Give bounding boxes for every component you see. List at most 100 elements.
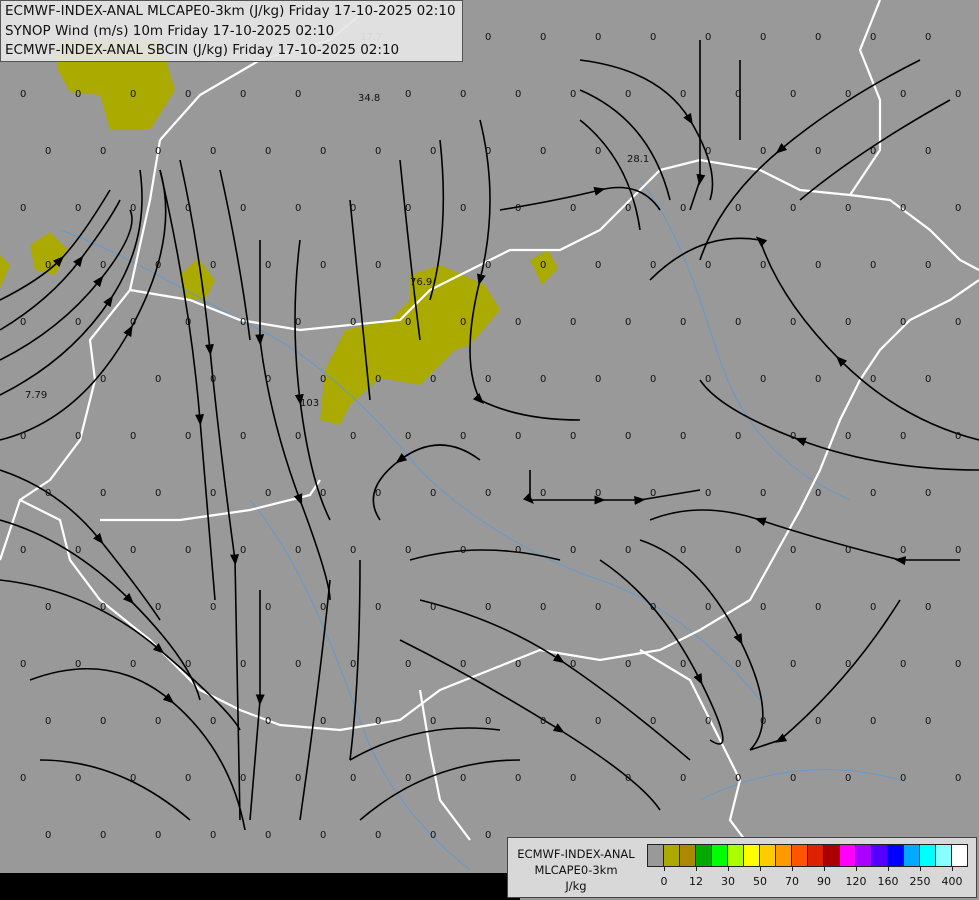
map-value-label: 0	[845, 89, 851, 100]
map-value-label: 0	[430, 602, 436, 613]
map-value-label: 0	[20, 773, 26, 784]
map-value-label: 0	[210, 602, 216, 613]
map-value-label: 0	[760, 146, 766, 157]
map-value-label: 0	[405, 89, 411, 100]
map-value-label: 0	[185, 431, 191, 442]
legend-swatch	[920, 845, 936, 866]
legend-tick-label: 400	[941, 875, 963, 888]
map-value-label: 0	[405, 545, 411, 556]
map-value-label: 0	[240, 317, 246, 328]
legend-swatch	[856, 845, 872, 866]
map-value-label: 0	[790, 545, 796, 556]
map-value-label: 0	[595, 602, 601, 613]
cape-area	[530, 250, 558, 285]
map-value-label: 28.1	[627, 154, 649, 165]
legend-title-unit: J/kg	[565, 879, 587, 893]
map-value-label: 0	[515, 545, 521, 556]
legend-color-bar	[647, 844, 968, 867]
map-value-label: 0	[815, 602, 821, 613]
map-value-label: 0	[210, 716, 216, 727]
map-value-label: 0	[680, 203, 686, 214]
cape-area	[180, 258, 215, 300]
map-value-label: 0	[45, 146, 51, 157]
map-value-label: 0	[130, 659, 136, 670]
legend-swatch	[664, 845, 680, 866]
map-value-label: 0	[760, 602, 766, 613]
map-value-label: 0	[430, 488, 436, 499]
map-value-label: 0	[75, 773, 81, 784]
map-value-label: 0	[295, 203, 301, 214]
map-value-label: 0	[815, 146, 821, 157]
map-value-label: 0	[405, 203, 411, 214]
map-value-label: 0	[870, 374, 876, 385]
map-value-label: 0	[210, 374, 216, 385]
map-value-label: 0	[320, 602, 326, 613]
map-value-label: 0	[75, 545, 81, 556]
map-value-label: 0	[650, 602, 656, 613]
map-value-label: 0	[350, 659, 356, 670]
map-value-label: 0	[595, 716, 601, 727]
map-value-label: 0	[320, 488, 326, 499]
map-value-label: 0	[955, 545, 961, 556]
legend-swatch	[744, 845, 760, 866]
legend-swatch	[680, 845, 696, 866]
map-value-label: 0	[100, 488, 106, 499]
legend-tick-mark	[888, 866, 889, 871]
map-value-label: 0	[900, 659, 906, 670]
map-value-label: 0	[405, 773, 411, 784]
map-value-label: 0	[540, 146, 546, 157]
map-value-label: 0	[540, 716, 546, 727]
map-value-label: 0	[595, 488, 601, 499]
map-value-label: 0	[155, 602, 161, 613]
map-value-label: 0	[320, 830, 326, 841]
map-value-label: 0	[295, 317, 301, 328]
legend-swatch	[776, 845, 792, 866]
map-value-label: 0	[925, 716, 931, 727]
map-value-label: 0	[735, 317, 741, 328]
map-value-label: 0	[650, 488, 656, 499]
map-value-label: 0	[540, 602, 546, 613]
map-value-label: 0	[20, 431, 26, 442]
map-value-label: 0	[870, 488, 876, 499]
map-value-label: 0	[45, 716, 51, 727]
map-value-label: 0	[900, 89, 906, 100]
map-value-label: 0	[460, 203, 466, 214]
map-value-label: 0	[100, 374, 106, 385]
map-value-label: 0	[295, 659, 301, 670]
map-value-label: 0	[680, 431, 686, 442]
map-value-label: 0	[460, 659, 466, 670]
map-value-label: 0	[430, 830, 436, 841]
map-value-label: 0	[760, 374, 766, 385]
map-value-label: 0	[185, 317, 191, 328]
map-value-label: 0	[925, 32, 931, 43]
map-value-label: 0	[265, 374, 271, 385]
map-value-label: 0	[100, 602, 106, 613]
map-value-label: 0	[485, 146, 491, 157]
map-value-label: 0	[790, 659, 796, 670]
map-value-label: 0	[735, 659, 741, 670]
map-value-label: 0	[375, 374, 381, 385]
map-value-label: 0	[790, 203, 796, 214]
map-value-label: 0	[900, 545, 906, 556]
map-value-label: 0	[650, 260, 656, 271]
map-value-label: 0	[265, 830, 271, 841]
value-labels: 17.734.828.176.91037.7900000000000000000…	[20, 32, 961, 841]
legend-swatch	[760, 845, 776, 866]
map-value-label: 0	[45, 830, 51, 841]
legend-title-source: ECMWF-INDEX-ANAL	[517, 847, 635, 861]
legend-tick-mark	[696, 866, 697, 871]
legend-title-param: MLCAPE0-3km	[534, 863, 618, 877]
map-value-label: 0	[705, 716, 711, 727]
map-value-label: 0	[485, 32, 491, 43]
map-value-label: 0	[515, 203, 521, 214]
legend-tick-label: 70	[785, 875, 799, 888]
legend-tick-label: 90	[817, 875, 831, 888]
map-value-label: 0	[925, 602, 931, 613]
streamlines	[0, 40, 979, 831]
map-value-label: 0	[735, 773, 741, 784]
map-value-label: 0	[75, 203, 81, 214]
map-value-label: 0	[130, 431, 136, 442]
legend-tick-label: 160	[877, 875, 899, 888]
map-value-label: 0	[75, 659, 81, 670]
map-value-label: 0	[240, 659, 246, 670]
